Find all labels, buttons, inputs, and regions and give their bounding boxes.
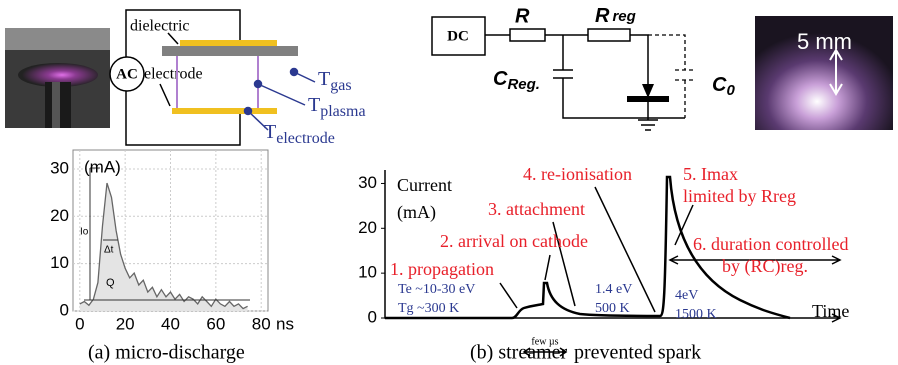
y-tick-label: 30	[50, 158, 69, 177]
y-label: Current	[397, 175, 452, 195]
unit-label: (mA)	[84, 157, 121, 176]
y-tick-label: 20	[50, 206, 69, 225]
y-tick-label: 10	[50, 253, 69, 272]
ground	[638, 120, 658, 130]
caption: prevented spark	[574, 342, 701, 364]
x-tick-label: 20	[116, 314, 135, 333]
c0-label: C0	[712, 74, 735, 99]
phase-label: 5. Imax	[683, 164, 738, 184]
y-label: (mA)	[397, 202, 436, 223]
electrode-diagram: AC dielectric electrode Tgas Tplasma Tel…	[110, 10, 366, 147]
y-tick-label: 30	[358, 173, 377, 192]
annotation: Io	[80, 227, 89, 238]
phase-label: 2. arrival on cathode	[440, 231, 588, 251]
annotation: Q	[106, 277, 115, 289]
plate	[627, 96, 669, 102]
x-label: Time	[812, 301, 849, 321]
dielectric-bar	[162, 46, 298, 56]
ac-label: AC	[116, 66, 138, 82]
phase-label: 4. re-ionisation	[523, 164, 632, 184]
phase-label: 3. attachment	[488, 199, 585, 219]
t-gas: Tgas	[318, 68, 352, 94]
phase-label: by (RC)reg.	[722, 256, 808, 277]
x-tick-label: 40	[161, 314, 180, 333]
phase-label: 6. duration controlled	[693, 234, 848, 254]
condition-label: Te ~10-30 eV	[398, 282, 475, 297]
c-reg-label: CReg.	[493, 68, 540, 93]
x-unit: ns	[276, 314, 294, 333]
condition-label: 500 K	[595, 301, 630, 316]
resistor	[510, 29, 545, 41]
x-tick-label: 80	[252, 314, 271, 333]
x-tick-label: 0	[75, 314, 84, 333]
y-tick-label: 10	[358, 263, 377, 282]
condition-label: Tg ~300 K	[398, 301, 459, 316]
scale-label: 5 mm	[797, 29, 852, 54]
caption: (a) micro-discharge	[88, 342, 245, 364]
bottom-electrode	[172, 108, 277, 114]
photo-right: 5 mm	[755, 16, 893, 130]
r-label: R	[515, 5, 530, 27]
dielectric-label: dielectric	[130, 18, 190, 35]
phase-label: 1. propagation	[390, 259, 494, 279]
resistor-reg	[588, 29, 630, 41]
arrow-head	[642, 84, 654, 98]
t-plasma: Tplasma	[308, 94, 366, 120]
temperature-pointers	[245, 69, 316, 131]
condition-label: 1500 K	[675, 307, 717, 322]
condition-label: 1.4 eV	[595, 282, 632, 297]
y-tick-label: 20	[358, 218, 377, 237]
dc-label: DC	[447, 28, 469, 44]
capacitor-c0	[648, 35, 695, 118]
phase-label: limited by Rreg	[683, 186, 796, 206]
photo-left	[5, 28, 110, 128]
condition-label: 4eV	[675, 288, 698, 303]
electrode-label: electrode	[144, 66, 203, 83]
top-electrode	[180, 40, 277, 46]
annotation: Δt	[104, 245, 114, 256]
figure: AC dielectric electrode Tgas Tplasma Tel…	[0, 0, 898, 365]
y-tick-label: 0	[368, 307, 377, 326]
x-tick-label: 60	[206, 314, 225, 333]
y-tick-label: 0	[60, 300, 69, 319]
page: AC dielectric electrode Tgas Tplasma Tel…	[0, 0, 898, 365]
duration-label: few µs	[531, 336, 558, 347]
t-electrode: Telectrode	[264, 121, 335, 147]
